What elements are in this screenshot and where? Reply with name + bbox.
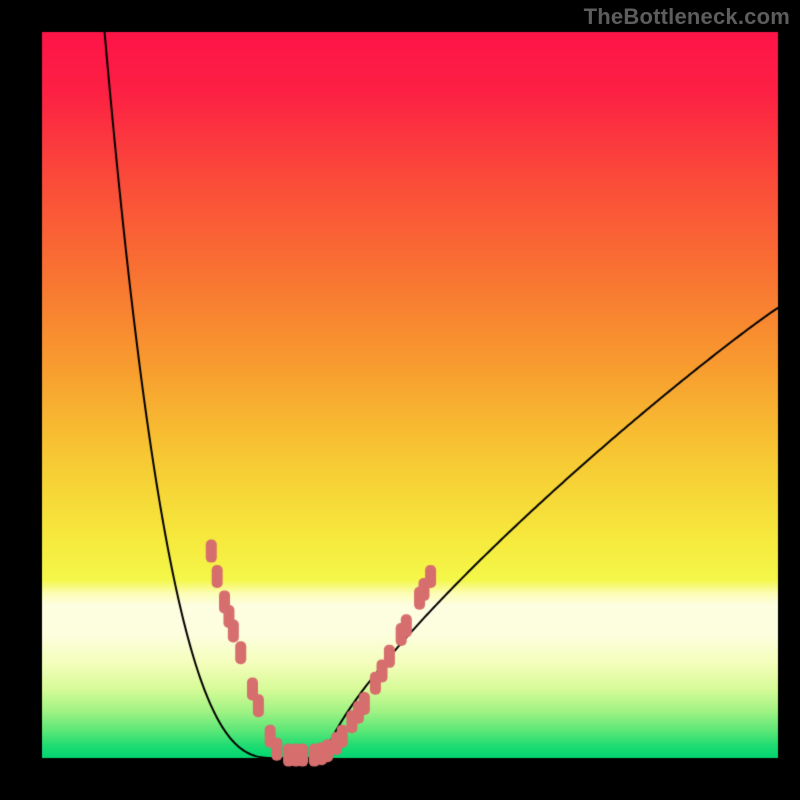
watermark-text: TheBottleneck.com <box>584 4 790 30</box>
bottleneck-chart <box>0 0 800 800</box>
